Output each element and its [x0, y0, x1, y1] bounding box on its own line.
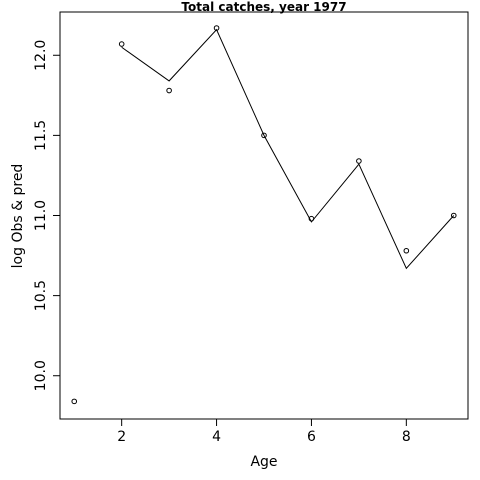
y-tick-label: 12.0	[33, 40, 49, 71]
series-0-point	[261, 132, 267, 139]
y-tick-label: 11.0	[33, 200, 49, 231]
series-0-point	[118, 41, 125, 47]
y-tick-label: 11.5	[33, 120, 49, 151]
y-axis: 10.0 10.5 11.0 11.5 12.0	[33, 40, 61, 391]
series-0-point	[166, 87, 172, 94]
x-tick-label: 6	[307, 429, 316, 445]
series-0-point	[356, 158, 362, 164]
x-tick-label: 2	[117, 429, 126, 445]
x-axis-label: Age	[250, 454, 277, 470]
x-tick-label: 8	[402, 429, 411, 445]
series-0-point	[71, 398, 78, 405]
series-0-point	[403, 247, 410, 254]
x-tick-label: 4	[212, 429, 221, 445]
y-tick-label: 10.0	[33, 360, 49, 391]
x-axis: 2 4 6 8	[117, 418, 411, 445]
series-layer	[71, 25, 457, 405]
y-axis-label: log Obs & pred	[10, 164, 26, 269]
series-1-line	[121, 28, 455, 270]
plot-frame	[59, 11, 469, 420]
series-0-point	[450, 212, 457, 219]
y-tick-label: 10.5	[33, 280, 49, 311]
chart-title: Total catches, year 1977	[181, 0, 346, 14]
